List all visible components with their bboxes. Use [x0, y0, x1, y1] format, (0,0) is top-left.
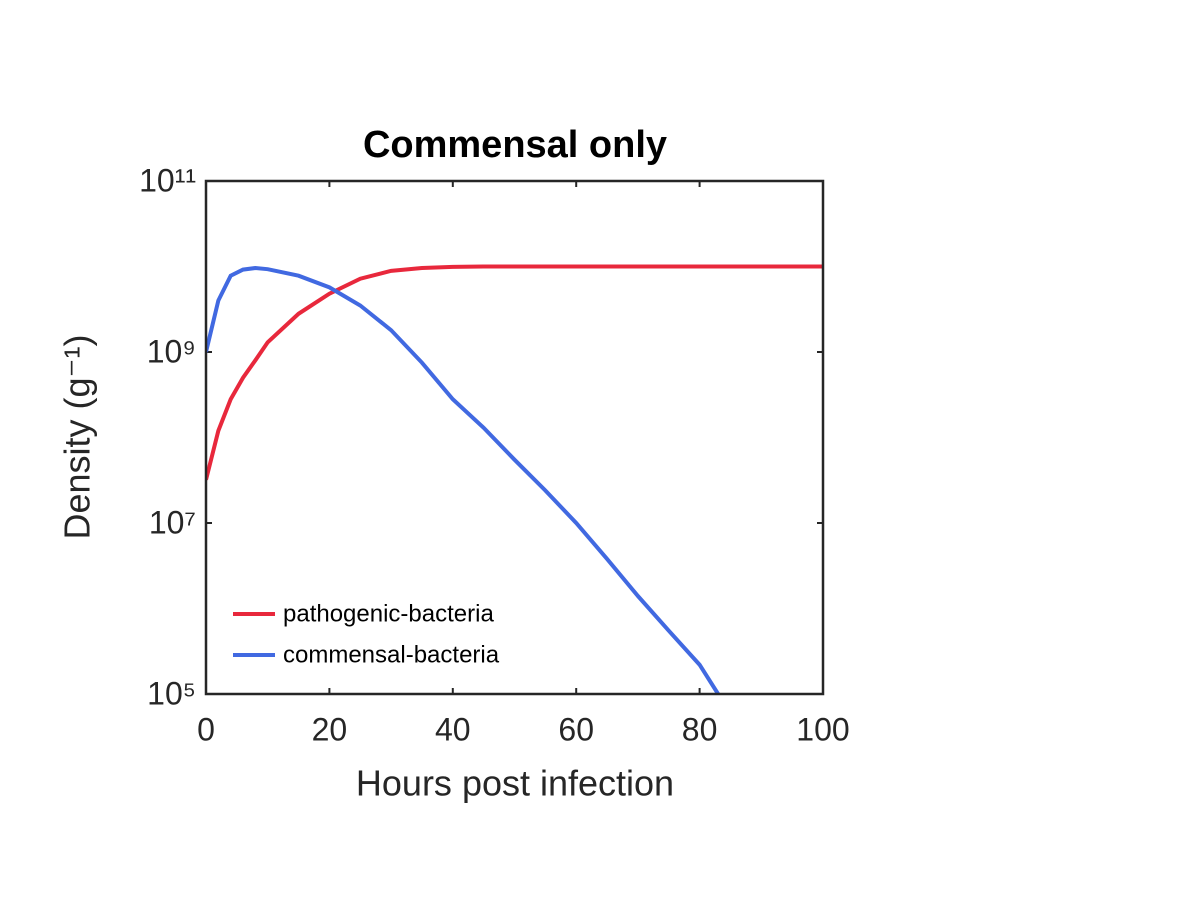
y-axis-label: Density (g⁻¹) — [57, 334, 98, 539]
plot-frame — [204, 179, 825, 696]
series-line — [206, 266, 720, 694]
legend-label: pathogenic-bacteria — [283, 600, 494, 627]
y-tick-label: 10⁹ — [147, 333, 196, 369]
series-line — [206, 264, 823, 481]
x-tick-label: 0 — [197, 711, 215, 747]
x-tick-label: 40 — [435, 711, 471, 747]
y-tick-label: 10⁵ — [147, 675, 196, 711]
y-tick-label: 10¹¹ — [139, 162, 196, 198]
x-axis-label: Hours post infection — [356, 763, 674, 804]
x-tick-label: 20 — [312, 711, 348, 747]
x-tick-label: 80 — [682, 711, 718, 747]
x-tick-label: 60 — [558, 711, 594, 747]
x-tick-label: 100 — [796, 711, 849, 747]
legend-label: commensal-bacteria — [283, 641, 500, 668]
chart-title: Commensal only — [363, 124, 667, 166]
y-tick-label: 10⁷ — [149, 504, 196, 540]
